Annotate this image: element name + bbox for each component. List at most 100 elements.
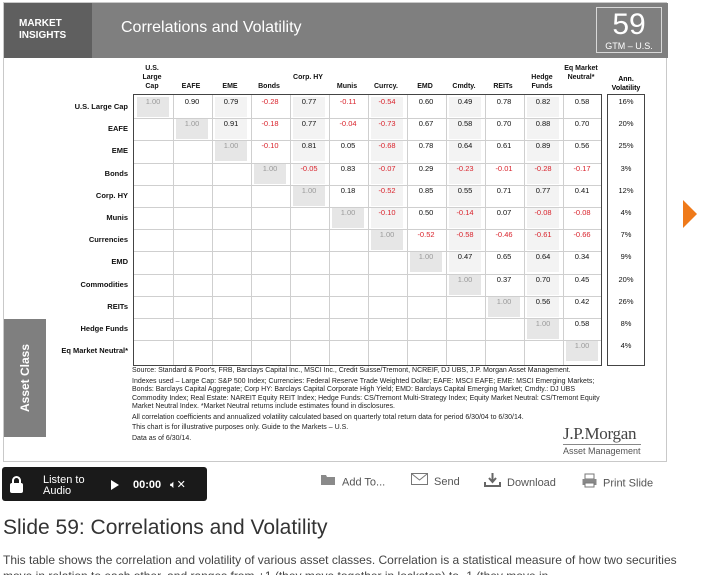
correlation-cell: 0.47 bbox=[449, 252, 481, 273]
correlation-cell: -0.46 bbox=[495, 230, 513, 240]
print-slide-label: Print Slide bbox=[603, 477, 654, 490]
row-label: Munis bbox=[106, 213, 128, 222]
correlation-cell: 0.65 bbox=[496, 252, 512, 262]
correlation-cell: 0.77 bbox=[293, 119, 325, 140]
correlation-cell: -0.54 bbox=[371, 97, 403, 117]
page-description: This table shows the correlation and vol… bbox=[3, 553, 677, 575]
correlation-cell: -0.10 bbox=[261, 141, 279, 151]
listen-line-1: Listen to bbox=[43, 474, 85, 486]
market-insights-badge: MARKET INSIGHTS bbox=[4, 3, 92, 58]
correlation-cell: 0.88 bbox=[527, 119, 559, 140]
correlation-cell: 0.07 bbox=[496, 208, 512, 217]
correlation-cell: 0.70 bbox=[527, 274, 559, 295]
correlation-cell: 0.89 bbox=[527, 141, 559, 162]
correlation-cell: 0.29 bbox=[418, 163, 434, 173]
correlation-cell: -0.52 bbox=[417, 230, 435, 240]
correlation-cell: 0.18 bbox=[340, 185, 356, 195]
download-label: Download bbox=[507, 476, 556, 489]
diagonal-cell: 1.00 bbox=[410, 252, 442, 273]
send-button[interactable]: Send bbox=[411, 473, 460, 491]
row-label: Bonds bbox=[104, 168, 128, 178]
diagonal-cell: 1.00 bbox=[371, 230, 403, 251]
correlation-cell: -0.68 bbox=[371, 141, 403, 162]
row-label: Corp. HY bbox=[95, 190, 128, 200]
folder-icon bbox=[320, 473, 336, 492]
mute-icon[interactable]: 🔈︎✕ bbox=[170, 478, 186, 491]
correlation-cell: 0.70 bbox=[496, 119, 512, 129]
volatility-cell: 9% bbox=[620, 252, 632, 262]
correlation-cell: 0.85 bbox=[418, 185, 434, 195]
volatility-cell: 3% bbox=[620, 163, 632, 173]
purpose-note: This chart is for illustrative purposes … bbox=[132, 424, 349, 431]
column-header: Eq Market Neutral* bbox=[564, 65, 598, 81]
print-slide-button[interactable]: Print Slide bbox=[582, 473, 653, 491]
correlation-cell: 0.83 bbox=[340, 163, 356, 173]
asset-class-label: Asset Class bbox=[18, 343, 32, 413]
audio-time: 00:00 bbox=[133, 479, 162, 491]
correlation-cell: -0.07 bbox=[371, 163, 403, 184]
correlation-cell: 0.77 bbox=[293, 97, 325, 117]
row-label: EME bbox=[111, 146, 128, 156]
correlation-cell: -0.08 bbox=[573, 208, 591, 217]
correlation-cell: -0.08 bbox=[527, 208, 559, 228]
correlation-cell: 0.55 bbox=[449, 185, 481, 206]
slide-notes: Source: Standard & Poor's, FRB, Barclays… bbox=[132, 367, 602, 445]
row-label: Hedge Funds bbox=[80, 324, 128, 333]
correlation-cell: -0.28 bbox=[261, 97, 279, 106]
correlation-cell: -0.01 bbox=[495, 163, 513, 173]
brand-sub: Asset Management bbox=[563, 444, 641, 456]
correlation-cell: -0.28 bbox=[527, 163, 559, 184]
lock-icon bbox=[10, 476, 23, 493]
column-header: Bonds bbox=[258, 83, 280, 90]
correlation-cell: 0.79 bbox=[215, 97, 247, 117]
column-header: Munis bbox=[336, 83, 358, 90]
correlation-cell: 0.05 bbox=[340, 141, 356, 151]
diagonal-cell: 1.00 bbox=[566, 341, 598, 362]
correlation-cell: 0.82 bbox=[527, 97, 559, 117]
row-label: REITs bbox=[107, 301, 128, 311]
column-header: Currcy. bbox=[374, 83, 398, 90]
date-note: Data as of 6/30/14. bbox=[132, 434, 192, 442]
row-label: EAFE bbox=[107, 124, 128, 134]
slide-series: GTM – U.S. bbox=[605, 41, 653, 51]
diagonal-cell: 1.00 bbox=[176, 119, 208, 140]
volatility-frame bbox=[607, 94, 645, 366]
correlation-cell: 0.41 bbox=[574, 185, 590, 195]
volatility-cell: 20% bbox=[618, 119, 634, 129]
correlation-cell: 0.64 bbox=[449, 141, 481, 162]
correlation-cell: -0.11 bbox=[339, 97, 357, 106]
correlation-cell: -0.04 bbox=[339, 119, 357, 129]
volatility-cell: 20% bbox=[618, 274, 634, 284]
volatility-cell: 4% bbox=[620, 341, 632, 351]
correlation-cell: 0.56 bbox=[527, 296, 559, 317]
next-slide-arrow-icon[interactable] bbox=[683, 200, 697, 228]
diagonal-cell: 1.00 bbox=[527, 319, 559, 339]
correlation-cell: 0.90 bbox=[184, 97, 200, 106]
page-title: Slide 59: Correlations and Volatility bbox=[3, 516, 328, 539]
play-icon[interactable] bbox=[111, 480, 119, 490]
correlation-cell: 0.60 bbox=[418, 97, 434, 106]
row-label: Currencies bbox=[88, 235, 128, 245]
diagonal-cell: 1.00 bbox=[449, 274, 481, 295]
add-to-button[interactable]: Add To... bbox=[320, 473, 385, 491]
correlation-cell: 0.49 bbox=[449, 97, 481, 117]
volatility-cell: 26% bbox=[618, 296, 634, 306]
correlation-cell: 0.58 bbox=[574, 97, 590, 106]
asset-class-sidebar: Asset Class bbox=[4, 319, 46, 437]
correlation-cell: 0.45 bbox=[574, 274, 590, 284]
download-button[interactable]: Download bbox=[484, 473, 556, 491]
indexes-note: Indexes used – Large Cap: S&P 500 Index;… bbox=[132, 377, 600, 411]
correlation-cell: 0.71 bbox=[496, 185, 512, 195]
correlation-cell: 0.42 bbox=[574, 296, 590, 306]
volatility-cell: 4% bbox=[620, 208, 632, 217]
correlation-cell: -0.17 bbox=[573, 163, 591, 173]
column-header: EME bbox=[222, 83, 238, 90]
badge-line-2: INSIGHTS bbox=[19, 30, 67, 41]
correlation-cell: 0.81 bbox=[293, 141, 325, 162]
correlation-cell: 0.91 bbox=[215, 119, 247, 140]
column-header: EMD bbox=[417, 83, 433, 90]
add-to-label: Add To... bbox=[342, 476, 386, 489]
listen-line-2: Audio bbox=[43, 485, 72, 497]
correlation-cell: 0.50 bbox=[418, 208, 434, 217]
correlation-cell: 0.70 bbox=[574, 119, 590, 129]
